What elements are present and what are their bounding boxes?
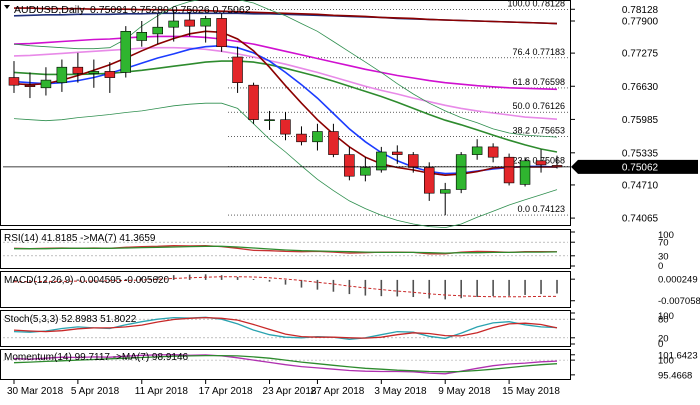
candle-body[interactable]: [281, 120, 291, 134]
symbol-title: AUDUSD,Daily: [14, 4, 85, 16]
macd-panel[interactable]: 0.000249 -0.007058 MACD(12,26,9) -0.00459…: [1, 272, 700, 308]
price-tick-label: 0.77275: [622, 49, 659, 60]
candle-body[interactable]: [504, 157, 514, 183]
candle-body[interactable]: [472, 147, 482, 155]
candle-body[interactable]: [185, 20, 195, 26]
candle-body[interactable]: [488, 147, 498, 157]
price-tick-label: 0.75335: [622, 148, 659, 159]
candle-body[interactable]: [408, 155, 418, 168]
rsi-title: RSI(14) 41.8185 ->MA(7) 41.3659: [4, 233, 156, 244]
candle-body[interactable]: [329, 132, 339, 155]
candle-body[interactable]: [424, 168, 434, 194]
time-tick-label: 15 May 2018: [502, 386, 560, 397]
macd-title: MACD(12,26,9) -0.004595 -0.005620: [4, 275, 170, 286]
candle-body[interactable]: [376, 152, 386, 170]
time-tick-label: 11 Apr 2018: [135, 386, 189, 397]
candle-body[interactable]: [520, 161, 530, 185]
candle-body[interactable]: [344, 155, 354, 177]
stochastic-title: Stoch(5,3,3) 52.8983 51.8022: [4, 314, 137, 325]
indicator-tick-label: 100: [658, 356, 674, 367]
fib-level-label: 61.8 0.76598: [512, 77, 565, 87]
indicator-tick-label: 0: [658, 339, 663, 350]
candle-body[interactable]: [169, 21, 179, 27]
candle-body[interactable]: [137, 32, 147, 40]
price-tick-label: 0.76630: [622, 82, 659, 93]
candle-body[interactable]: [105, 71, 115, 77]
price-tick-label: 0.74065: [622, 214, 659, 225]
fib-level-label: 38.2 0.75653: [512, 125, 565, 135]
price-panel[interactable]: 100.0 0.78128 76.4 0.77183 61.8 0.76598 50.…: [1, 0, 699, 228]
time-tick-label: 5 Apr 2018: [71, 386, 120, 397]
candle-body[interactable]: [233, 57, 243, 83]
candle-body[interactable]: [297, 134, 307, 142]
ohlc-values: 0.75091 0.75280 0.75026 0.75062: [90, 4, 251, 16]
candle-body[interactable]: [440, 190, 450, 194]
time-tick-label: 27 Apr 2018: [310, 386, 364, 397]
price-tick-label: 0.75985: [622, 115, 659, 126]
fib-level-label: 50.0 0.76126: [512, 101, 565, 111]
fib-level-label: 76.4 0.77183: [512, 47, 565, 57]
time-tick-label: 17 Apr 2018: [199, 386, 253, 397]
fib-level-label: 0.0 0.74123: [517, 204, 565, 214]
candle-body[interactable]: [392, 152, 402, 155]
candle-body[interactable]: [121, 31, 131, 72]
macd-tick-label: 0.000249: [658, 275, 698, 286]
candle-body[interactable]: [89, 71, 99, 73]
indicator-tick-label: 95.4668: [658, 370, 692, 381]
time-axis: 30 Mar 2018 5 Apr 2018 11 Apr 2018 17 Apr 2…: [7, 380, 560, 397]
indicator-tick-label: 70: [658, 238, 669, 249]
price-tick-label: 0.77900: [622, 16, 659, 27]
candle-body[interactable]: [73, 67, 83, 73]
candle-body[interactable]: [249, 85, 259, 119]
time-tick-label: 9 May 2018: [438, 386, 491, 397]
candle-body[interactable]: [153, 27, 163, 34]
momentum-title: Momentum(14) 99.7117 ->MA(7) 98.9146: [4, 352, 189, 363]
candle-body[interactable]: [536, 161, 546, 165]
price-tick-label: 0.78128: [622, 5, 659, 16]
candle-body[interactable]: [456, 155, 466, 190]
time-tick-label: 3 May 2018: [374, 386, 427, 397]
time-tick-label: 30 Mar 2018: [7, 386, 64, 397]
indicator-tick-label: 0: [658, 261, 663, 272]
candle-body[interactable]: [9, 78, 19, 86]
indicator-tick-label: 80: [658, 315, 669, 326]
fib-level-label: 100.0 0.78128: [507, 0, 565, 8]
price-tick-label: 0.74710: [622, 180, 659, 191]
current-price-label: 0.75062: [622, 162, 659, 173]
candle-body[interactable]: [25, 85, 35, 87]
candle-body[interactable]: [57, 67, 67, 82]
time-tick-label: 23 Apr 2018: [263, 386, 317, 397]
candle-body[interactable]: [360, 168, 370, 176]
macd-tick-label: -0.007058: [658, 296, 700, 307]
candle-body[interactable]: [201, 18, 211, 26]
price-panel-header: AUDUSD,Daily 0.75091 0.75280 0.75026 0.7…: [4, 4, 251, 16]
candle-body[interactable]: [41, 80, 51, 88]
candle-body[interactable]: [217, 18, 227, 46]
candle-body[interactable]: [265, 120, 275, 121]
candle-body[interactable]: [313, 132, 323, 142]
